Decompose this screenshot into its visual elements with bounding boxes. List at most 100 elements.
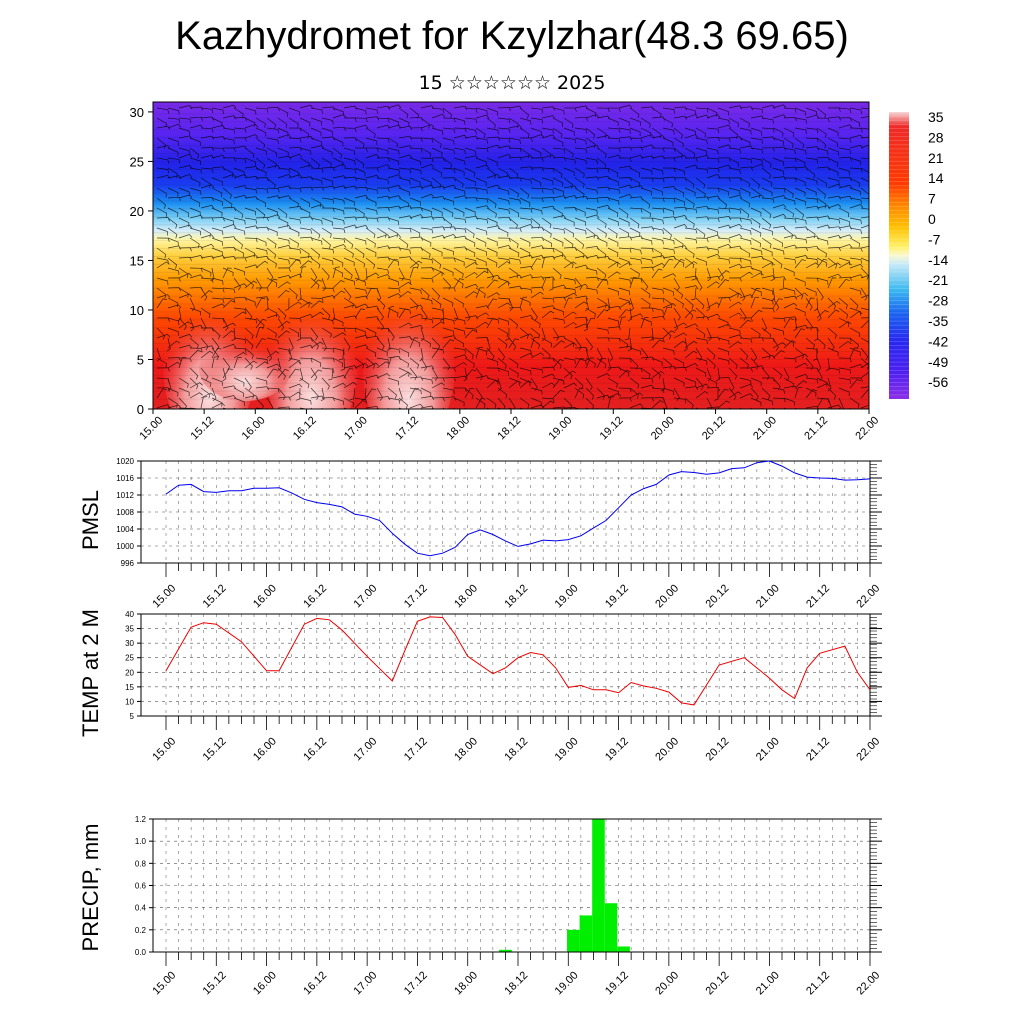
wind-barb [651, 387, 665, 394]
wind-barb [563, 287, 577, 294]
wind-barb [596, 186, 611, 191]
wind-barb [222, 343, 237, 349]
wind-barb [310, 145, 325, 150]
wind-barb [420, 216, 435, 221]
wind-barb [266, 214, 281, 219]
wind-barb [585, 227, 596, 239]
wind-barb [574, 295, 589, 300]
wind-barb [783, 137, 794, 148]
wind-barb [354, 377, 367, 385]
wind-barb [231, 327, 236, 342]
wind-barb [321, 167, 335, 172]
wind-barb [585, 176, 600, 181]
wind-barb [486, 317, 500, 324]
wind-barb [640, 144, 655, 149]
wind-barb [827, 262, 841, 269]
wind-barb [706, 327, 712, 342]
x-tick-label: 15.12 [201, 969, 229, 997]
wind-barb [739, 319, 752, 329]
wind-barb [277, 245, 292, 249]
wind-barb [464, 407, 468, 409]
wind-barb [627, 307, 632, 322]
wind-barbs [156, 104, 869, 409]
wind-barb [651, 400, 664, 409]
x-tick-label: 21.12 [804, 735, 832, 763]
wind-barb [328, 367, 334, 381]
x-tick-label: 21.12 [804, 582, 832, 610]
wind-barb [504, 327, 510, 341]
wind-barb [244, 157, 256, 166]
wind-barb [464, 107, 478, 113]
wind-barb [607, 261, 621, 269]
wind-barb [409, 147, 423, 153]
wind-barb [607, 147, 621, 153]
wind-barb [156, 145, 171, 150]
wind-barb [629, 403, 644, 409]
wind-barb [552, 156, 567, 161]
wind-barb [508, 117, 519, 128]
wind-barb [783, 337, 795, 348]
wind-barb [552, 215, 567, 220]
wind-barb [794, 187, 806, 197]
wind-barb [156, 187, 167, 198]
wind-barb [563, 246, 578, 252]
wind-barb [266, 127, 280, 134]
wind-barb [849, 363, 864, 369]
wind-barb [244, 395, 259, 400]
wind-barb [354, 277, 366, 286]
x-tick-label: 22.00 [854, 969, 882, 997]
wind-barb [794, 147, 807, 155]
wind-barb [321, 347, 335, 353]
wind-barb [673, 397, 687, 404]
wind-barb [255, 147, 268, 156]
wind-barb [684, 134, 699, 139]
wind-barb [266, 350, 280, 359]
wind-barb [299, 377, 310, 389]
wind-barb [200, 307, 211, 319]
wind-barb [365, 237, 376, 248]
wind-barb [277, 347, 290, 355]
wind-barb [387, 356, 396, 369]
wind-barb [596, 204, 611, 209]
wind-barb [717, 297, 727, 309]
wind-barb [299, 157, 310, 168]
wind-barb [233, 283, 248, 289]
x-tick-label: 18.12 [495, 414, 523, 442]
wind-barb [211, 397, 223, 407]
wind-barb [541, 276, 556, 281]
wind-barb [717, 400, 731, 409]
wind-barb [695, 383, 710, 389]
wind-barb [288, 383, 303, 389]
wind-barb [343, 185, 358, 190]
wind-barb [222, 297, 236, 303]
wind-barb [739, 377, 752, 385]
wind-barb [398, 290, 412, 299]
wind-barb [211, 337, 220, 351]
wind-barb [288, 257, 301, 265]
colorbar-label: -14 [928, 252, 948, 268]
wind-barb [419, 347, 424, 362]
wind-barb [860, 404, 869, 409]
wind-barb [640, 226, 655, 231]
wind-barb [629, 277, 643, 283]
wind-barb [255, 318, 267, 329]
wind-barb [827, 273, 842, 279]
wind-barb [838, 307, 849, 319]
wind-barb [475, 217, 489, 224]
heatmap-field [153, 102, 869, 409]
wind-barb [772, 397, 786, 403]
wind-barb [332, 257, 344, 267]
wind-barb [519, 127, 530, 139]
wind-barb [684, 197, 695, 208]
wind-barb [497, 281, 511, 289]
wind-barb [794, 362, 809, 369]
wind-barb [607, 317, 620, 326]
wind-barb [728, 312, 743, 319]
wind-barb [794, 246, 809, 252]
wind-barb [486, 247, 498, 257]
wind-barb [365, 287, 376, 299]
wind-barb [618, 316, 626, 329]
wind-barb [706, 406, 720, 409]
wind-barb [629, 107, 640, 119]
wind-barb [508, 237, 519, 248]
